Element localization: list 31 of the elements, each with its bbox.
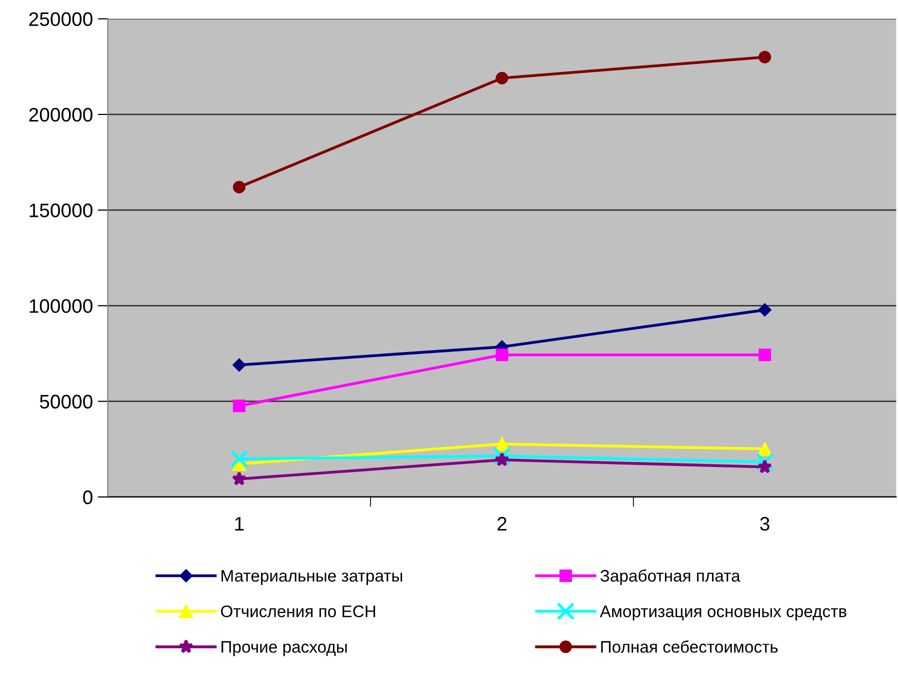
legend-label: Заработная плата [600, 569, 740, 586]
point [496, 72, 508, 84]
x-tick-label: 2 [498, 516, 506, 530]
point [758, 303, 772, 316]
legend-label: Отчисления по ЕСН [221, 605, 376, 618]
point [232, 400, 246, 412]
y-tick-label: 100000 [30, 299, 92, 313]
point [232, 358, 246, 372]
point [758, 50, 772, 64]
point [495, 437, 509, 451]
y-tick-label: 50000 [40, 394, 92, 409]
y-tick-label: 200000 [29, 108, 92, 122]
point [492, 447, 512, 466]
y-tick-label: 150000 [30, 204, 92, 218]
point [494, 452, 510, 466]
point [756, 452, 774, 471]
legend-label: Полная себестоимость [601, 640, 778, 653]
legend-label: Амортизация основных средств [600, 606, 846, 621]
y-tick-label: 0 [83, 490, 92, 504]
point [496, 348, 508, 362]
legend-label: Прочие расходы [222, 641, 347, 656]
y-tick-label: 250000 [29, 12, 92, 26]
point [758, 348, 772, 362]
x-tick-label: 3 [760, 516, 770, 531]
legend-label: Материальные затраты [222, 570, 402, 586]
point [757, 459, 772, 474]
x-tick-label: 1 [235, 517, 244, 530]
point [230, 450, 248, 468]
point [758, 442, 772, 456]
point [232, 180, 246, 194]
point [232, 471, 246, 486]
